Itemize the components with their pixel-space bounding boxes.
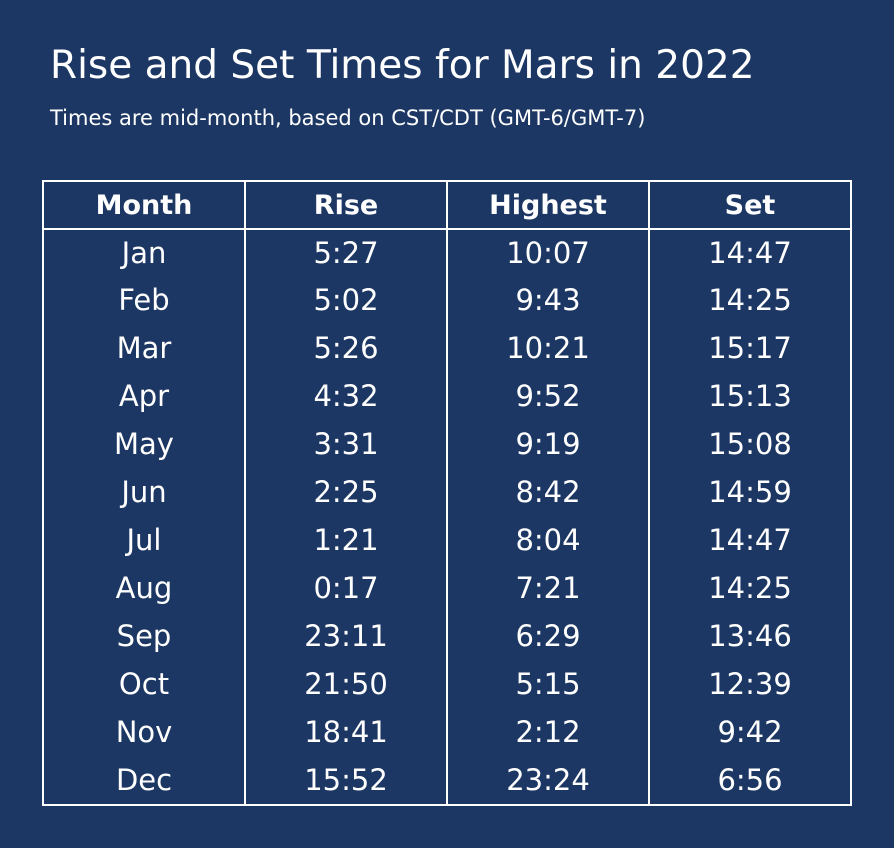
rise-cell: 2:25 bbox=[244, 468, 448, 516]
table-body: Jan 5:27 10:07 14:47 Feb 5:02 9:43 14:25 Mar 5:26… bbox=[42, 229, 852, 805]
set-cell: 15:17 bbox=[648, 324, 852, 372]
rise-cell: 5:02 bbox=[244, 276, 448, 324]
table-row: Aug 0:17 7:21 14:25 bbox=[42, 564, 852, 612]
table-row: Nov 18:41 2:12 9:42 bbox=[42, 708, 852, 756]
table-row: Dec 15:52 23:24 6:56 bbox=[42, 756, 852, 805]
rise-cell: 5:27 bbox=[244, 229, 448, 276]
highest-cell: 7:21 bbox=[446, 564, 650, 612]
month-cell: Aug bbox=[42, 564, 246, 612]
set-cell: 15:13 bbox=[648, 372, 852, 420]
highest-cell: 10:07 bbox=[446, 229, 650, 276]
column-header-month: Month bbox=[42, 181, 246, 230]
rise-cell: 3:31 bbox=[244, 420, 448, 468]
month-cell: Oct bbox=[42, 660, 246, 708]
month-cell: Jan bbox=[42, 229, 246, 276]
rise-cell: 0:17 bbox=[244, 564, 448, 612]
set-cell: 14:25 bbox=[648, 276, 852, 324]
table-row: May 3:31 9:19 15:08 bbox=[42, 420, 852, 468]
set-cell: 14:47 bbox=[648, 516, 852, 564]
month-cell: Jul bbox=[42, 516, 246, 564]
rise-cell: 21:50 bbox=[244, 660, 448, 708]
rise-cell: 1:21 bbox=[244, 516, 448, 564]
set-cell: 6:56 bbox=[648, 756, 852, 805]
rise-cell: 23:11 bbox=[244, 612, 448, 660]
table-row: Jan 5:27 10:07 14:47 bbox=[42, 229, 852, 276]
mars-times-table: Month Rise Highest Set Jan 5:27 10:07 14:47… bbox=[42, 180, 852, 806]
highest-cell: 9:52 bbox=[446, 372, 650, 420]
column-header-set: Set bbox=[648, 181, 852, 230]
table-row: Feb 5:02 9:43 14:25 bbox=[42, 276, 852, 324]
highest-cell: 9:19 bbox=[446, 420, 650, 468]
month-cell: Jun bbox=[42, 468, 246, 516]
chart-subtitle: Times are mid-month, based on CST/CDT (G… bbox=[50, 106, 646, 130]
set-cell: 9:42 bbox=[648, 708, 852, 756]
table-header-row: Month Rise Highest Set bbox=[42, 181, 852, 230]
rise-cell: 15:52 bbox=[244, 756, 448, 805]
rise-cell: 4:32 bbox=[244, 372, 448, 420]
column-header-highest: Highest bbox=[446, 181, 650, 230]
rise-cell: 18:41 bbox=[244, 708, 448, 756]
table-row: Sep 23:11 6:29 13:46 bbox=[42, 612, 852, 660]
table-row: Jul 1:21 8:04 14:47 bbox=[42, 516, 852, 564]
table-row: Oct 21:50 5:15 12:39 bbox=[42, 660, 852, 708]
month-cell: May bbox=[42, 420, 246, 468]
highest-cell: 10:21 bbox=[446, 324, 650, 372]
highest-cell: 23:24 bbox=[446, 756, 650, 805]
set-cell: 14:25 bbox=[648, 564, 852, 612]
month-cell: Sep bbox=[42, 612, 246, 660]
month-cell: Mar bbox=[42, 324, 246, 372]
rise-cell: 5:26 bbox=[244, 324, 448, 372]
table-row: Mar 5:26 10:21 15:17 bbox=[42, 324, 852, 372]
highest-cell: 8:04 bbox=[446, 516, 650, 564]
highest-cell: 6:29 bbox=[446, 612, 650, 660]
set-cell: 14:47 bbox=[648, 229, 852, 276]
set-cell: 13:46 bbox=[648, 612, 852, 660]
month-cell: Dec bbox=[42, 756, 246, 805]
set-cell: 14:59 bbox=[648, 468, 852, 516]
month-cell: Feb bbox=[42, 276, 246, 324]
month-cell: Apr bbox=[42, 372, 246, 420]
chart-title: Rise and Set Times for Mars in 2022 bbox=[50, 43, 755, 88]
set-cell: 12:39 bbox=[648, 660, 852, 708]
highest-cell: 9:43 bbox=[446, 276, 650, 324]
highest-cell: 8:42 bbox=[446, 468, 650, 516]
highest-cell: 5:15 bbox=[446, 660, 650, 708]
highest-cell: 2:12 bbox=[446, 708, 650, 756]
table-row: Apr 4:32 9:52 15:13 bbox=[42, 372, 852, 420]
set-cell: 15:08 bbox=[648, 420, 852, 468]
table-row: Jun 2:25 8:42 14:59 bbox=[42, 468, 852, 516]
column-header-rise: Rise bbox=[244, 181, 448, 230]
month-cell: Nov bbox=[42, 708, 246, 756]
